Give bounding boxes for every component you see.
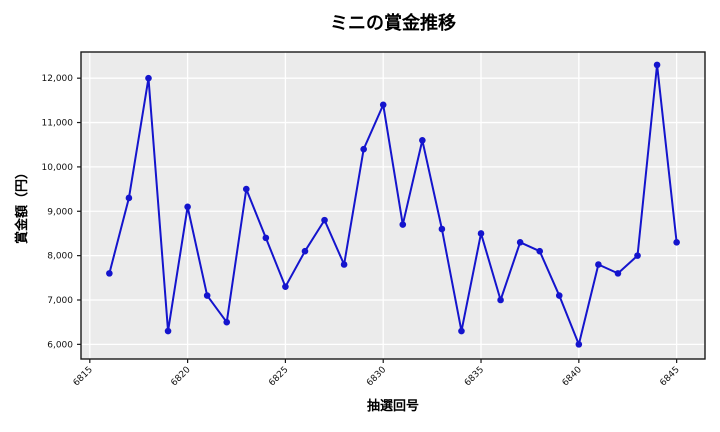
y-tick-label: 12,000: [42, 74, 74, 84]
data-point: [340, 261, 348, 268]
data-point: [477, 230, 485, 237]
data-point: [653, 61, 661, 69]
data-point: [125, 194, 133, 202]
data-point: [301, 247, 309, 255]
plot-area: 6815 6820 6825 6830 6835 6840 6845 6,000 7,000 8,…: [42, 51, 706, 388]
data-point: [379, 101, 387, 109]
y-axis-title: 賞金額（円）: [14, 166, 30, 244]
y-tick-label: 8,000: [47, 252, 73, 262]
plot-border: [80, 51, 706, 360]
data-point: [458, 327, 465, 335]
data-point: [555, 292, 563, 299]
data-point: [438, 225, 446, 233]
x-tick-label: 6815: [72, 365, 95, 388]
x-tick-label: 6820: [169, 365, 192, 388]
data-point: [516, 239, 524, 246]
y-tick-label: 9,000: [47, 207, 73, 217]
data-point: [399, 221, 407, 228]
data-point: [673, 239, 680, 246]
data-point: [614, 270, 622, 277]
data-point: [575, 341, 583, 348]
data-point: [184, 203, 191, 211]
data-point: [595, 261, 602, 268]
x-tick-label: 6835: [463, 365, 486, 388]
prize-line: [108, 63, 678, 346]
data-point: [262, 234, 270, 242]
x-tick-label: 6845: [658, 365, 681, 388]
x-axis-title: 抽選回号: [367, 398, 419, 414]
x-tick-label: 6840: [561, 365, 584, 388]
data-point: [634, 252, 641, 259]
plot-background: [81, 52, 705, 359]
data-point: [419, 136, 426, 144]
y-tick-label: 6,000: [47, 340, 73, 350]
data-point: [282, 283, 289, 290]
y-tick-label: 11,000: [42, 119, 74, 129]
y-tick-label: 7,000: [47, 296, 73, 306]
data-point: [242, 185, 250, 193]
data-point: [203, 292, 211, 299]
chart-title: ミニの賞金推移: [330, 12, 456, 34]
data-point: [321, 216, 328, 224]
data-point: [106, 270, 113, 277]
y-tick-label: 10,000: [42, 163, 74, 173]
data-point: [497, 296, 504, 304]
data-point: [164, 327, 172, 335]
data-point: [223, 318, 231, 326]
x-tick-label: 6830: [365, 365, 388, 388]
data-point: [145, 74, 152, 82]
data-point: [360, 145, 367, 153]
x-tick-label: 6825: [267, 365, 290, 388]
data-point: [536, 247, 544, 255]
